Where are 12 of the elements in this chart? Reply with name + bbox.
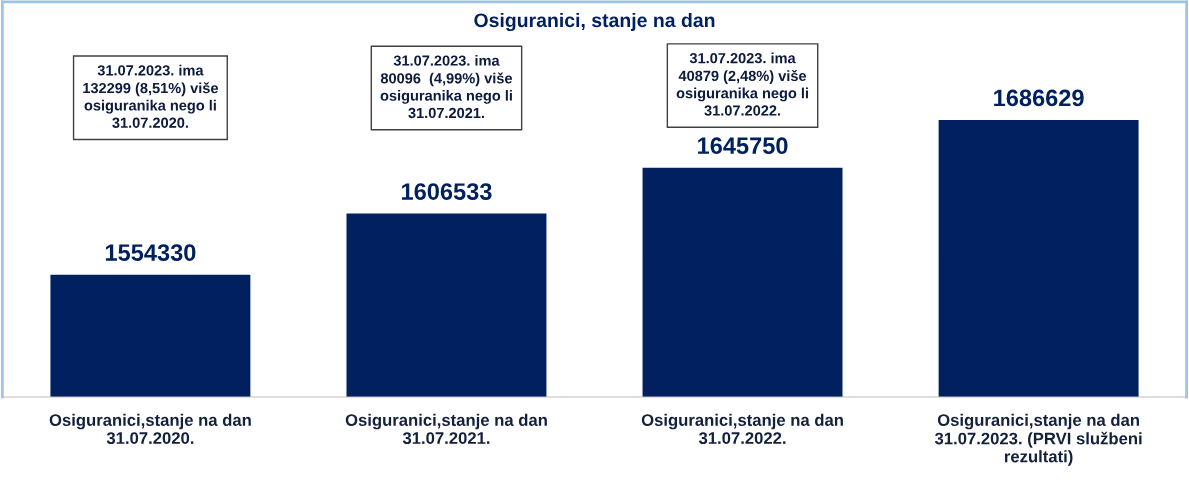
annotation: 31.07.2023. ima 132299 (8,51%) više osiguranika nego li 31.07.2020. [83, 64, 219, 128]
annotation: 31.07.2023. ima 40879 (2,48%) više osiguranika nego li 31.07.2022. [676, 52, 808, 116]
x-tick-label: Osiguranici,stanje na dan 31.07.2023. (PRVI službeni rezultati) [934, 413, 1142, 466]
data-label: 1686629 [994, 89, 1084, 107]
x-tick-label: Osiguranici,stanje na dan 31.07.2021. [345, 413, 547, 445]
annotation: 31.07.2023. ima 80096 (4,99%) više osiguranika nego li 31.07.2021. [380, 55, 513, 119]
x-tick-label: Osiguranici,stanje na dan 31.07.2020. [49, 413, 251, 445]
data-label: 1606533 [402, 183, 492, 200]
text: Osiguranici, stanje na dan [474, 12, 715, 32]
x-tick-label: Osiguranici,stanje na dan 31.07.2022. [641, 413, 843, 445]
data-label: 1554330 [105, 244, 196, 261]
data-label: 1645750 [698, 137, 788, 155]
